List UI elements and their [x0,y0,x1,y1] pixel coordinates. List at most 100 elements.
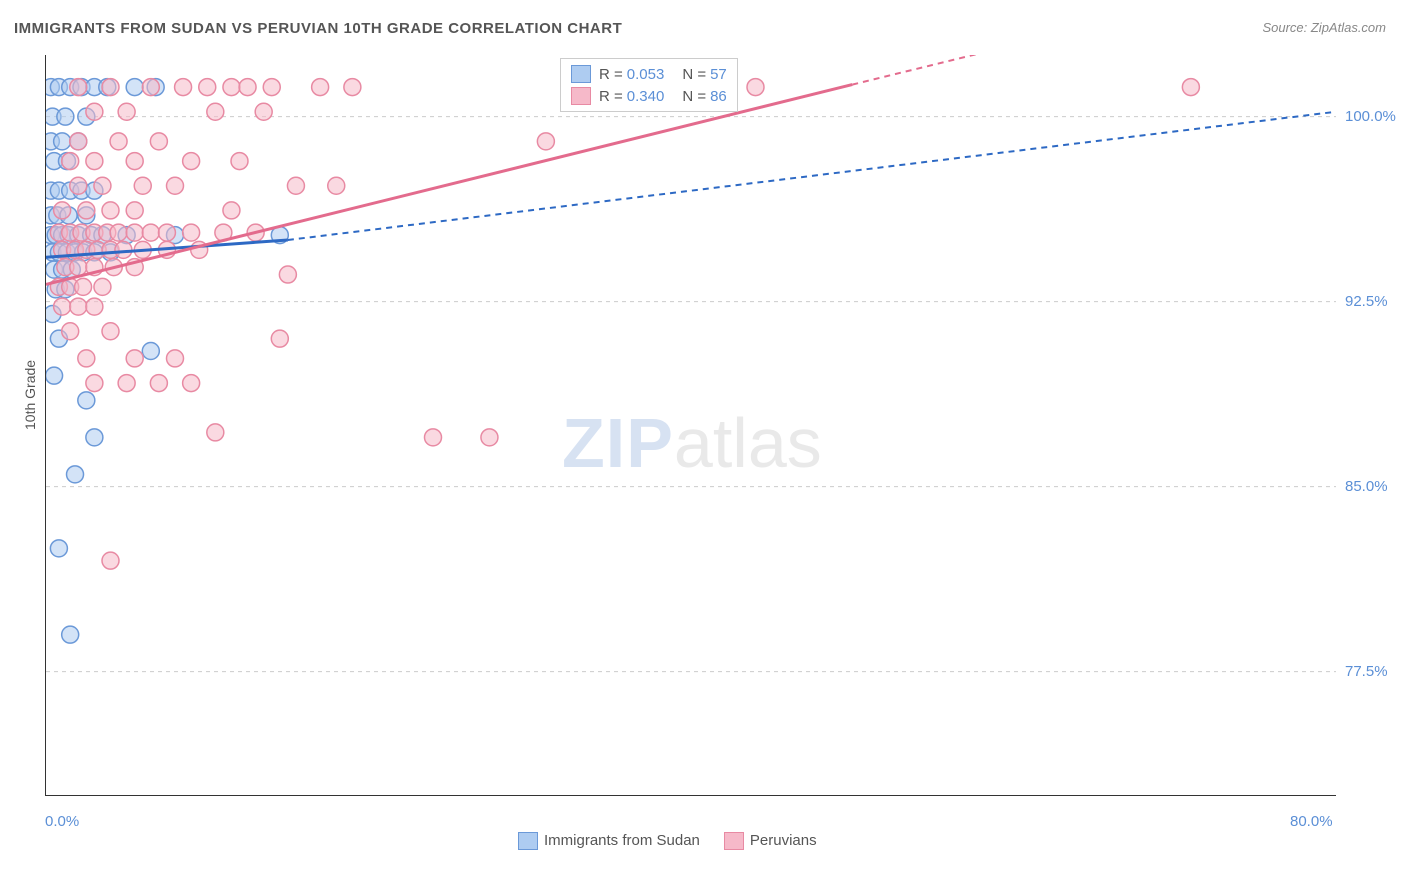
legend-n-value: 86 [710,88,727,105]
legend-item-peruvians: Peruvians [724,832,817,850]
data-point-peruvians [223,202,240,219]
legend-swatch [571,65,591,83]
y-tick-label: 100.0% [1345,108,1396,125]
data-point-peruvians [102,323,119,340]
legend-series: Immigrants from Sudan Peruvians [518,832,817,850]
trend-line-dash-sudan [288,112,1336,240]
data-point-peruvians [134,177,151,194]
legend-r-label: R = [599,66,623,83]
data-point-sudan [86,429,103,446]
data-point-peruvians [70,298,87,315]
data-point-peruvians [183,153,200,170]
data-point-peruvians [110,224,127,241]
legend-r-label: R = [599,88,623,105]
legend-item-sudan: Immigrants from Sudan [518,832,700,850]
x-tick-label: 0.0% [45,813,79,830]
data-point-peruvians [94,278,111,295]
data-point-peruvians [344,79,361,96]
x-tick-label: 80.0% [1290,813,1333,830]
data-point-peruvians [1182,79,1199,96]
data-point-peruvians [70,177,87,194]
data-point-peruvians [86,153,103,170]
data-point-peruvians [142,79,159,96]
data-point-peruvians [279,266,296,283]
data-point-peruvians [110,133,127,150]
data-point-sudan [78,392,95,409]
data-point-peruvians [78,350,95,367]
data-point-peruvians [175,79,192,96]
data-point-sudan [126,79,143,96]
data-point-sudan [54,133,71,150]
y-axis-label: 10th Grade [22,360,38,430]
data-point-peruvians [425,429,442,446]
data-point-peruvians [747,79,764,96]
plot-area: ZIPatlas [45,55,1336,796]
legend-row-sudan: R = 0.053 N = 57 [561,63,737,85]
legend-swatch [571,87,591,105]
data-point-sudan [46,367,63,384]
data-point-peruvians [62,153,79,170]
data-point-peruvians [54,202,71,219]
data-point-peruvians [118,103,135,120]
trend-line-dash-peruvians [852,55,1175,85]
data-point-peruvians [231,153,248,170]
data-point-peruvians [312,79,329,96]
data-point-peruvians [70,79,87,96]
data-point-peruvians [86,375,103,392]
data-point-peruvians [142,224,159,241]
legend-n-label: N = [682,66,706,83]
data-point-peruvians [126,202,143,219]
data-point-peruvians [263,79,280,96]
data-point-peruvians [102,202,119,219]
data-point-peruvians [255,103,272,120]
data-point-sudan [142,343,159,360]
data-point-peruvians [86,103,103,120]
chart-title: IMMIGRANTS FROM SUDAN VS PERUVIAN 10TH G… [14,20,622,37]
y-tick-label: 85.0% [1345,478,1388,495]
data-point-sudan [57,108,74,125]
legend-label: Immigrants from Sudan [544,832,700,849]
data-point-sudan [62,626,79,643]
y-tick-label: 77.5% [1345,663,1388,680]
data-point-peruvians [287,177,304,194]
data-point-peruvians [207,103,224,120]
data-point-peruvians [183,224,200,241]
data-point-peruvians [102,552,119,569]
data-point-peruvians [78,202,95,219]
data-point-peruvians [223,79,240,96]
data-point-peruvians [118,375,135,392]
data-point-peruvians [481,429,498,446]
data-point-peruvians [62,323,79,340]
data-point-peruvians [126,153,143,170]
legend-label: Peruvians [750,832,817,849]
data-point-peruvians [70,259,87,276]
chart-svg [46,55,1336,795]
legend-n-label: N = [682,88,706,105]
legend-correlation: R = 0.053 N = 57 R = 0.340 N = 86 [560,58,738,112]
source-name: ZipAtlas.com [1311,20,1386,35]
source-label: Source: ZipAtlas.com [1262,20,1386,35]
data-point-sudan [50,540,67,557]
data-point-peruvians [537,133,554,150]
data-point-peruvians [150,133,167,150]
data-point-peruvians [75,278,92,295]
legend-row-peruvians: R = 0.340 N = 86 [561,85,737,107]
legend-n-value: 57 [710,66,727,83]
legend-r-value: 0.053 [627,66,665,83]
legend-r-value: 0.340 [627,88,665,105]
data-point-peruvians [102,79,119,96]
data-point-peruvians [150,375,167,392]
data-point-peruvians [271,330,288,347]
source-prefix: Source: [1262,20,1310,35]
data-point-peruvians [158,224,175,241]
data-point-peruvians [86,298,103,315]
data-point-peruvians [70,133,87,150]
data-point-peruvians [126,224,143,241]
legend-swatch [518,832,538,850]
data-point-peruvians [183,375,200,392]
data-point-peruvians [54,298,71,315]
data-point-peruvians [239,79,256,96]
data-point-peruvians [126,350,143,367]
y-tick-label: 92.5% [1345,293,1388,310]
data-point-peruvians [199,79,216,96]
